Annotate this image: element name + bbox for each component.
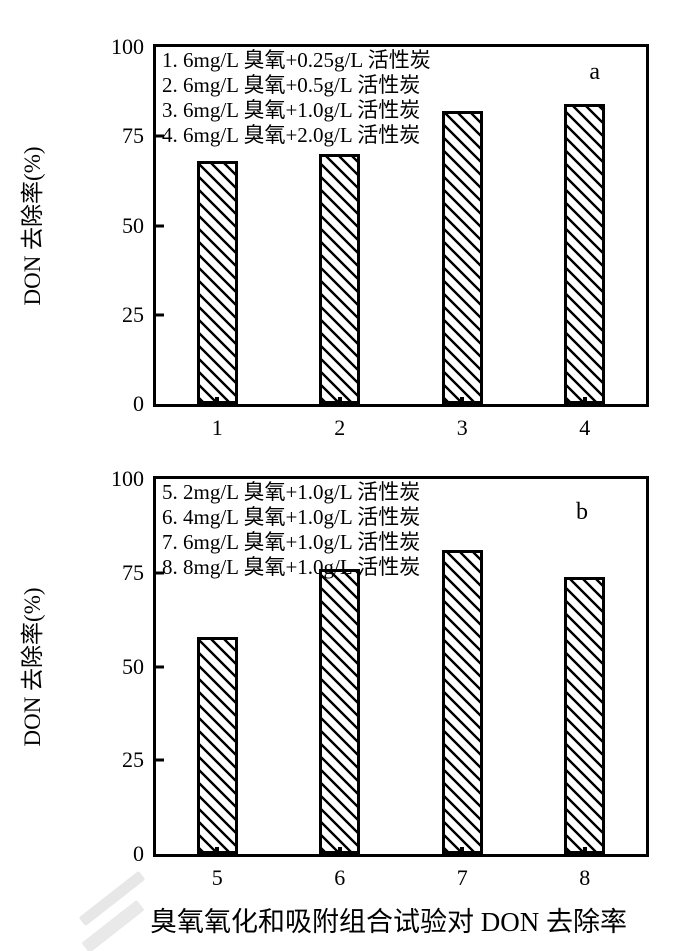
y-axis-title: DON 去除率(%)	[20, 587, 45, 747]
y-axis-tick	[156, 224, 164, 227]
y-axis-tick-labels: 0 25 50 75 100	[80, 34, 144, 416]
x-axis-tick	[337, 397, 342, 404]
y-tick-label: 100	[111, 34, 144, 59]
x-tick-label: 1	[211, 415, 223, 440]
y-tick-label: 100	[111, 466, 144, 491]
panel-label: b	[576, 499, 588, 525]
y-tick-label: 25	[122, 301, 144, 327]
legend-entry: 5. 2mg/L 臭氧+1.0g/L 活性炭	[162, 480, 421, 504]
y-axis-tick	[156, 758, 164, 762]
plot-area: 1. 6mg/L 臭氧+0.25g/L 活性炭 2. 6mg/L 臭氧+0.5g/…	[153, 44, 649, 407]
x-tick-label: 4	[579, 415, 591, 440]
y-tick-label: 50	[122, 653, 144, 679]
bar-5	[196, 636, 238, 854]
y-tick-label: 50	[122, 212, 144, 238]
bar-7	[441, 550, 483, 854]
y-tick-label: 0	[133, 391, 144, 416]
legend: 1. 6mg/L 臭氧+0.25g/L 活性炭 2. 6mg/L 臭氧+0.5g/…	[162, 48, 431, 148]
legend-entry: 2. 6mg/L 臭氧+0.5g/L 活性炭	[162, 73, 421, 97]
legend: 5. 2mg/L 臭氧+1.0g/L 活性炭 6. 4mg/L 臭氧+1.0g/L…	[162, 480, 420, 580]
y-tick-label: 75	[122, 559, 144, 585]
legend-entry: 8. 8mg/L 臭氧+1.0g/L 活性炭	[162, 555, 421, 579]
x-axis-tick	[215, 397, 220, 404]
x-axis-tick-labels: 5 6 7 8	[156, 857, 646, 897]
legend-entry: 1. 6mg/L 臭氧+0.25g/L 活性炭	[162, 48, 431, 72]
x-axis-tick	[582, 847, 587, 854]
bar-1	[196, 161, 238, 404]
y-tick-label: 0	[133, 841, 144, 866]
legend-entry: 6. 4mg/L 臭氧+1.0g/L 活性炭	[162, 505, 421, 529]
figure-caption: 臭氧氧化和吸附组合试验对 DON 去除率	[150, 907, 627, 937]
y-tick-label: 25	[122, 747, 144, 773]
x-tick-label: 8	[579, 865, 591, 890]
y-axis-tick	[156, 313, 164, 317]
legend-entry: 7. 6mg/L 臭氧+1.0g/L 活性炭	[162, 530, 421, 554]
legend-entry: 4. 6mg/L 臭氧+2.0g/L 活性炭	[162, 123, 421, 147]
x-tick-label: 5	[211, 865, 223, 890]
bar-2	[319, 154, 361, 404]
y-axis-tick	[156, 571, 164, 575]
x-axis-tick	[215, 847, 220, 854]
x-tick-label: 7	[456, 865, 468, 890]
legend-entry: 3. 6mg/L 臭氧+1.0g/L 活性炭	[162, 98, 421, 122]
panel-label: a	[589, 59, 600, 85]
x-axis-tick	[337, 847, 342, 854]
y-tick-label: 75	[122, 123, 144, 149]
bar-3	[441, 111, 483, 404]
x-tick-label: 2	[334, 415, 346, 440]
x-tick-label: 3	[456, 415, 468, 440]
x-axis-tick	[460, 847, 465, 854]
x-axis-tick	[582, 397, 587, 404]
y-axis-tick	[156, 665, 164, 668]
y-axis-tick-labels: 0 25 50 75 100	[80, 466, 144, 866]
x-axis-tick	[460, 397, 465, 404]
x-axis-tick-labels: 1 2 3 4	[156, 407, 646, 447]
bar-4	[564, 104, 606, 404]
plot-area: 5. 2mg/L 臭氧+1.0g/L 活性炭 6. 4mg/L 臭氧+1.0g/L…	[153, 476, 649, 857]
bar-8	[564, 576, 606, 854]
bar-6	[319, 569, 361, 854]
x-tick-label: 6	[334, 865, 346, 890]
y-axis-tick	[156, 134, 164, 138]
